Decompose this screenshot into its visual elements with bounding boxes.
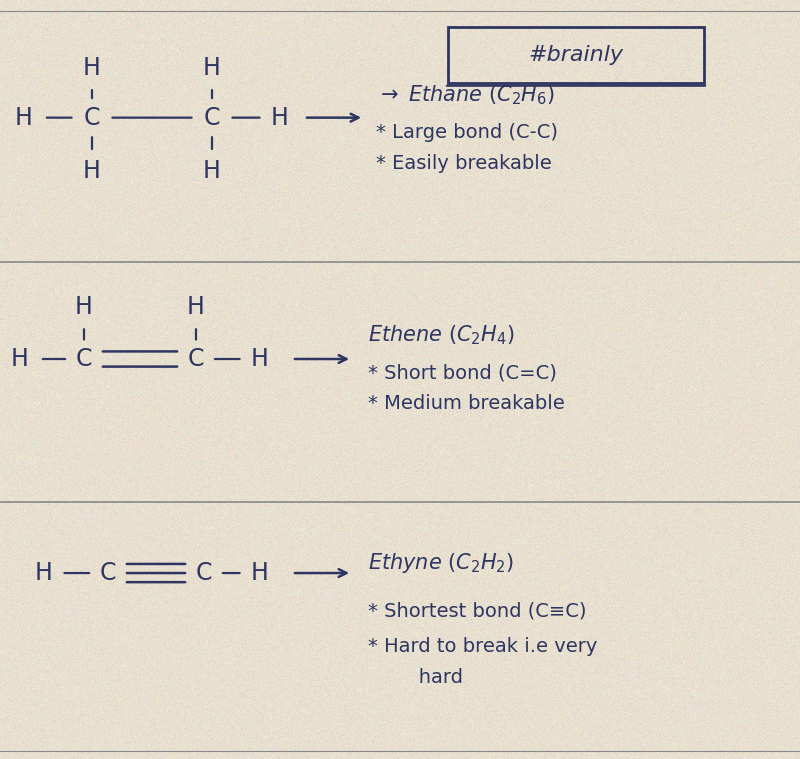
Text: * Easily breakable: * Easily breakable: [376, 153, 552, 173]
Text: H: H: [15, 106, 33, 130]
Text: * Hard to break i.e very: * Hard to break i.e very: [368, 637, 598, 657]
Text: H: H: [35, 561, 53, 585]
Text: H: H: [187, 295, 205, 320]
Text: H: H: [11, 347, 29, 371]
Text: Ethyne $(C_2H_2)$: Ethyne $(C_2H_2)$: [368, 551, 514, 575]
Text: C: C: [188, 347, 204, 371]
Text: H: H: [75, 295, 93, 320]
Text: C: C: [196, 561, 212, 585]
Text: H: H: [83, 159, 101, 183]
Text: * Medium breakable: * Medium breakable: [368, 394, 565, 414]
Text: C: C: [204, 106, 220, 130]
Text: hard: hard: [400, 667, 463, 687]
Text: H: H: [251, 347, 269, 371]
Text: C: C: [100, 561, 116, 585]
Text: H: H: [271, 106, 289, 130]
Text: #brainly: #brainly: [529, 45, 623, 65]
Text: H: H: [203, 159, 221, 183]
Text: C: C: [76, 347, 92, 371]
Text: C: C: [84, 106, 100, 130]
Text: * Large bond (C-C): * Large bond (C-C): [376, 123, 558, 143]
Text: * Short bond (C=C): * Short bond (C=C): [368, 364, 557, 383]
Text: * Shortest bond (C≡C): * Shortest bond (C≡C): [368, 601, 586, 621]
Text: H: H: [83, 56, 101, 80]
Text: Ethene $(C_2H_4)$: Ethene $(C_2H_4)$: [368, 323, 514, 348]
Text: H: H: [203, 56, 221, 80]
Text: $\rightarrow$ Ethane $(C_2H_6)$: $\rightarrow$ Ethane $(C_2H_6)$: [376, 83, 555, 107]
Text: H: H: [251, 561, 269, 585]
